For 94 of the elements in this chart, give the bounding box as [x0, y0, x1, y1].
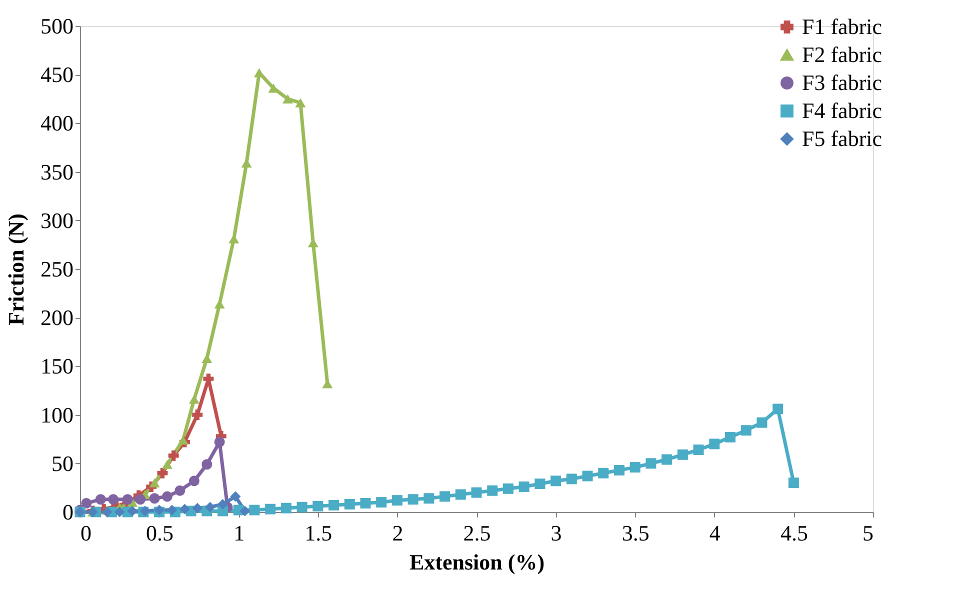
y-tick-label: 450	[40, 62, 74, 88]
point	[630, 462, 640, 473]
point	[392, 495, 402, 506]
point	[102, 506, 112, 518]
legend-label: F5 fabric	[802, 126, 882, 151]
point	[550, 476, 562, 486]
legend-label: F2 fabric	[802, 42, 882, 67]
legend-label: F4 fabric	[802, 98, 882, 123]
x-tick-label: 2.5	[463, 520, 491, 546]
point	[166, 504, 178, 516]
point	[662, 454, 672, 465]
y-tick-label: 0	[62, 500, 74, 524]
legend-label: F1 fabric	[802, 14, 882, 39]
point	[202, 459, 212, 470]
point	[614, 464, 624, 476]
x-tick-label: 1.5	[304, 520, 332, 546]
point	[295, 98, 306, 108]
point	[376, 497, 387, 508]
point	[344, 498, 355, 510]
point	[455, 489, 466, 500]
point	[296, 502, 308, 512]
point	[178, 436, 188, 445]
x-tick-label: 3	[550, 520, 562, 546]
point	[217, 498, 228, 510]
point	[280, 502, 292, 514]
point	[487, 485, 498, 496]
y-tick-label: 150	[40, 354, 74, 379]
point	[108, 494, 119, 505]
point	[756, 417, 768, 428]
point	[188, 394, 200, 404]
point	[149, 493, 160, 504]
point	[312, 500, 324, 512]
point	[254, 68, 264, 78]
point	[157, 468, 168, 478]
legend-label: F3 fabric	[802, 70, 882, 95]
point	[740, 425, 752, 436]
x-tick-label: 4.5	[780, 520, 808, 546]
point	[122, 494, 133, 505]
point	[440, 491, 450, 502]
point	[114, 506, 125, 518]
point	[135, 494, 146, 505]
x-tick-label: 0.5	[146, 520, 174, 546]
y-tick-label: 500	[40, 14, 74, 38]
x-tick-label: 4	[709, 520, 720, 546]
point	[192, 502, 203, 514]
point	[328, 500, 340, 510]
point	[282, 94, 294, 104]
point	[192, 410, 203, 420]
x-tick-label: 2	[392, 520, 404, 546]
point	[646, 458, 656, 469]
point	[360, 498, 371, 508]
point	[534, 478, 546, 490]
point	[772, 404, 784, 414]
point	[598, 468, 609, 478]
x-tick-label: 5	[862, 520, 874, 546]
point	[230, 491, 241, 502]
x-tick-label: 3.5	[622, 520, 650, 546]
y-tick-label: 250	[40, 256, 74, 282]
point	[502, 483, 514, 494]
y-tick-label: 350	[40, 159, 74, 184]
point	[81, 498, 92, 508]
point	[162, 460, 172, 469]
point	[214, 436, 225, 448]
point	[204, 502, 216, 512]
point	[566, 474, 577, 484]
y-tick-label: 400	[40, 110, 74, 136]
point	[168, 450, 179, 461]
y-tick-label: 300	[40, 208, 74, 233]
y-tick-label: 200	[40, 305, 74, 330]
point	[188, 476, 200, 486]
point	[424, 493, 434, 504]
point	[240, 506, 250, 516]
x-tick-label: 0	[80, 520, 92, 546]
y-tick-label: 100	[40, 402, 74, 428]
x-axis-title: Extension (%)	[409, 550, 545, 574]
point	[265, 504, 276, 514]
y-tick-label: 50	[52, 450, 74, 476]
point	[725, 432, 736, 442]
point	[162, 491, 172, 502]
point	[179, 504, 190, 514]
point	[471, 487, 482, 498]
y-axis-title: Friction (N)	[4, 214, 28, 326]
point	[408, 494, 418, 505]
point	[709, 438, 720, 450]
point	[677, 449, 688, 460]
point	[582, 470, 593, 482]
point	[518, 481, 530, 492]
point	[788, 478, 799, 488]
point	[249, 504, 260, 516]
point	[149, 478, 160, 488]
point	[174, 485, 186, 496]
x-tick-label: 1	[234, 520, 245, 546]
point	[95, 494, 106, 505]
point	[693, 444, 704, 456]
